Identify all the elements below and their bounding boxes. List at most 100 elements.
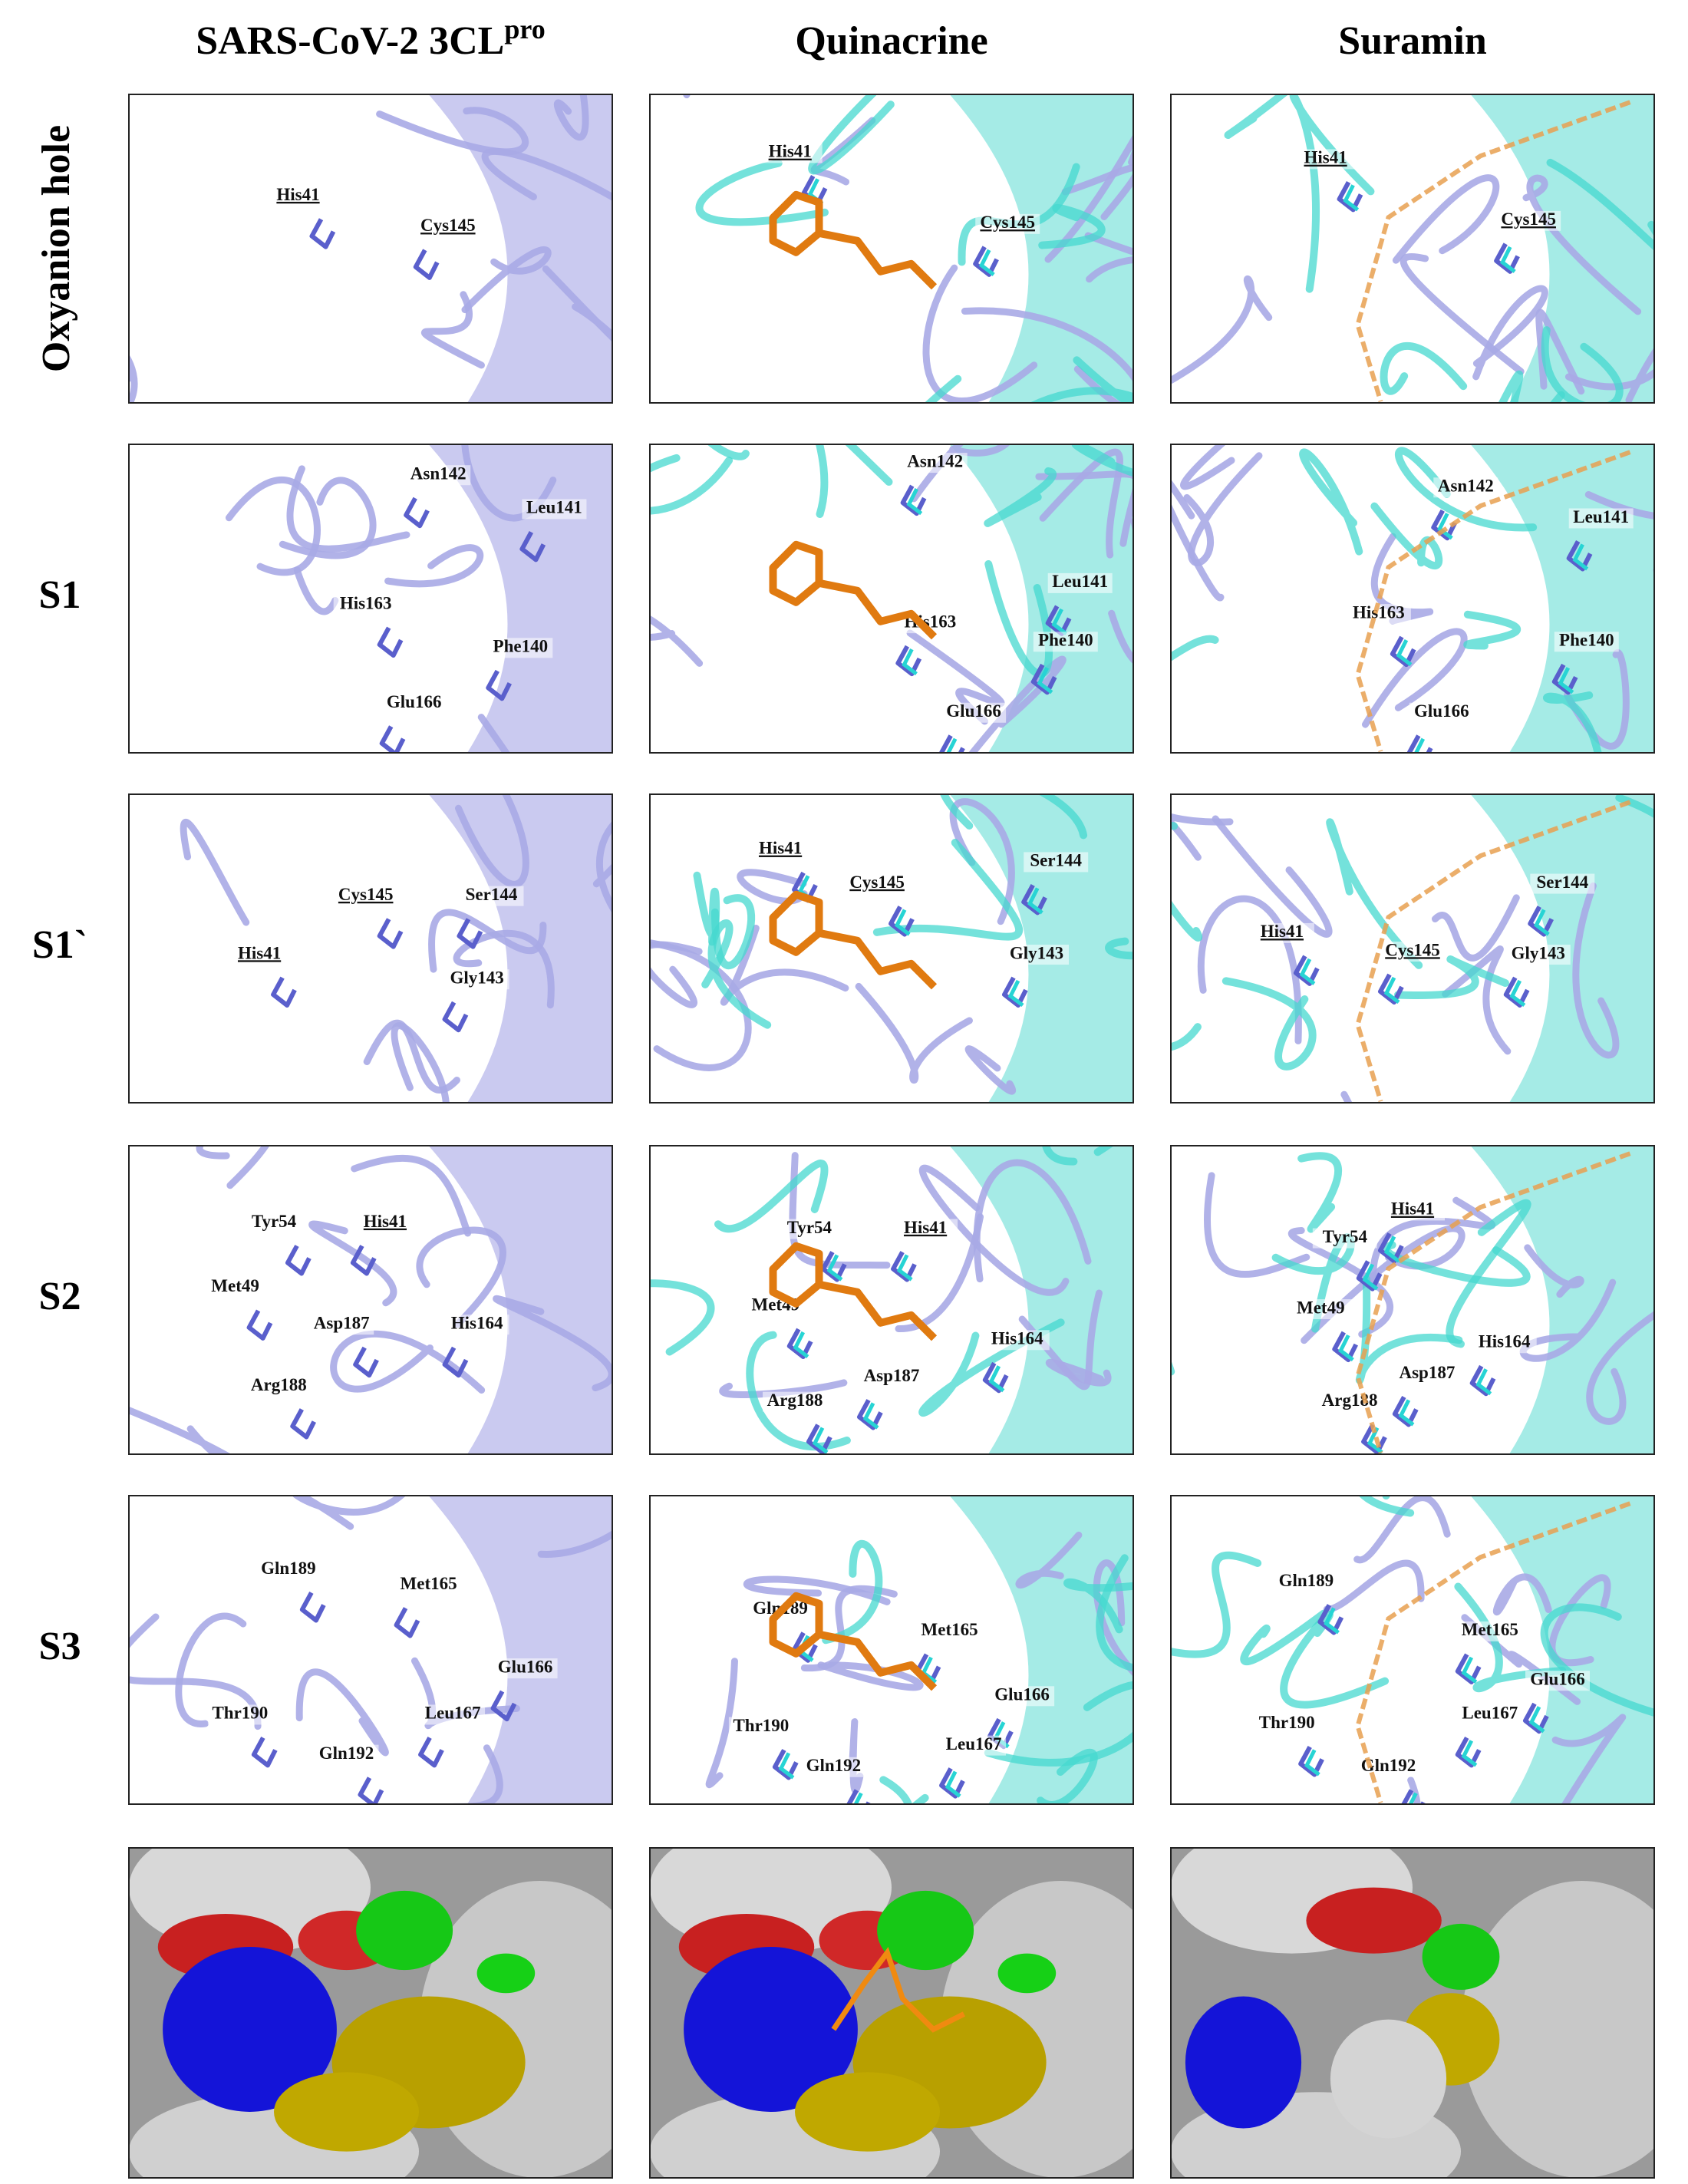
label-halo <box>748 840 813 860</box>
residue-stick-ligand-bound <box>1037 667 1053 694</box>
label-halo <box>859 1367 924 1387</box>
ribbon <box>1392 174 1500 264</box>
label-halo <box>406 465 471 486</box>
ligand-suramin <box>1355 1501 1631 1804</box>
surface-blue <box>684 1947 858 2112</box>
panel-border <box>1170 444 1655 754</box>
ribbon <box>391 1022 450 1103</box>
residue-stick-ligand-bound <box>1383 1236 1400 1263</box>
residue-stick-ligand-bound <box>1528 1706 1545 1734</box>
residue-stick-ligand-bound <box>826 1254 843 1282</box>
residue-label: Asp187 <box>1399 1363 1455 1382</box>
ligand-suramin <box>1355 100 1631 403</box>
residue-stick <box>806 1424 832 1454</box>
ribbon <box>440 1744 503 1804</box>
ribbon <box>196 1146 270 1189</box>
panel-border <box>1170 793 1655 1104</box>
ribbon <box>1297 1152 1343 1233</box>
residue-stick-ligand-bound <box>793 1331 809 1359</box>
residue-stick <box>290 1408 316 1440</box>
residue-stick <box>251 1736 278 1768</box>
residue-stick <box>900 484 927 516</box>
ribbon <box>1551 1714 1627 1804</box>
ribbon <box>537 1530 612 1558</box>
label-halo <box>1472 1333 1537 1354</box>
surface-light <box>1330 2019 1447 2139</box>
residue-label: His41 <box>1304 148 1347 167</box>
residue-label: Arg188 <box>1322 1391 1378 1410</box>
residue-stick <box>857 1399 883 1430</box>
ribbon <box>918 1164 1070 1296</box>
ribbon <box>1326 818 1423 969</box>
residue-label: Cys145 <box>1385 940 1440 959</box>
residue-label: Glu166 <box>946 701 1001 721</box>
ribbon <box>1323 1559 1425 1613</box>
residue-stick <box>1337 180 1363 213</box>
ribbon <box>695 159 829 226</box>
ribbon <box>376 107 529 156</box>
ribbon <box>1042 1146 1078 1166</box>
structure-panel: Tyr54 His41 Met49 His164 Asp187 Arg188 <box>1171 1146 1654 1454</box>
residue-label: Gly143 <box>1512 943 1565 962</box>
ribbon <box>1380 341 1468 395</box>
ribbon <box>481 148 612 202</box>
residue-label: Met165 <box>401 1574 457 1593</box>
ribbon <box>1171 479 1225 602</box>
ribbon <box>1171 813 1234 861</box>
residue-label: Gly143 <box>1010 943 1063 962</box>
residue-label: Gln189 <box>1279 1571 1334 1590</box>
ribbon <box>984 1681 1133 1767</box>
column-title: Quinacrine <box>795 19 987 63</box>
residue-stick <box>350 1245 377 1276</box>
residue-stick-ligand-bound <box>1304 1749 1320 1777</box>
residue-stick-ligand-bound <box>1572 543 1589 571</box>
ribbon <box>351 1154 472 1237</box>
residue-stick <box>846 1789 872 1804</box>
residue-label: Gln192 <box>806 1756 862 1775</box>
residue-label: Leu167 <box>425 1704 481 1723</box>
label-halo <box>256 1559 321 1580</box>
panel-border <box>128 1495 613 1805</box>
sheet <box>428 1496 612 1804</box>
ribbon <box>1394 955 1509 999</box>
residue-label: Leu141 <box>1052 572 1108 591</box>
label-halo <box>1274 1572 1339 1592</box>
residue-stick-ligand-bound <box>1500 246 1516 273</box>
residue-stick <box>442 1346 469 1378</box>
ribbon <box>225 477 321 576</box>
ribbon <box>308 1220 397 1307</box>
ribbon <box>180 818 250 926</box>
ribbon <box>922 264 1038 403</box>
residue-stick-ligand-bound <box>1396 638 1413 667</box>
residue-label: Gln192 <box>319 1744 374 1763</box>
label-halo <box>493 1658 558 1679</box>
residue-label: Cys145 <box>338 885 394 904</box>
residue-stick <box>1293 955 1320 986</box>
column-title-text: Suramin <box>1338 19 1487 63</box>
label-halo <box>1293 149 1358 170</box>
label-halo <box>246 1376 312 1397</box>
ribbon <box>1084 232 1133 283</box>
label-halo <box>984 1330 1050 1351</box>
residue-stick <box>1317 1604 1344 1635</box>
ribbon <box>279 477 377 559</box>
residue-stick-ligand-bound <box>1437 513 1453 540</box>
ribbon <box>1355 1275 1463 1384</box>
ribbon <box>910 444 1010 503</box>
ribbon <box>1492 1573 1552 1616</box>
ribbon <box>822 1540 883 1645</box>
label-halo <box>1568 508 1634 529</box>
residue-label: Glu166 <box>1530 1669 1585 1688</box>
surface-green <box>476 1953 536 1994</box>
surface-blue <box>163 1947 337 2112</box>
residue-label: Arg188 <box>767 1391 823 1410</box>
residue-label: Ser144 <box>466 885 518 904</box>
residue-stick <box>394 1607 420 1638</box>
panel-border <box>649 1495 1134 1805</box>
label-halo <box>309 1315 374 1335</box>
ribbon <box>961 307 1133 403</box>
ribbon <box>1463 610 1522 650</box>
